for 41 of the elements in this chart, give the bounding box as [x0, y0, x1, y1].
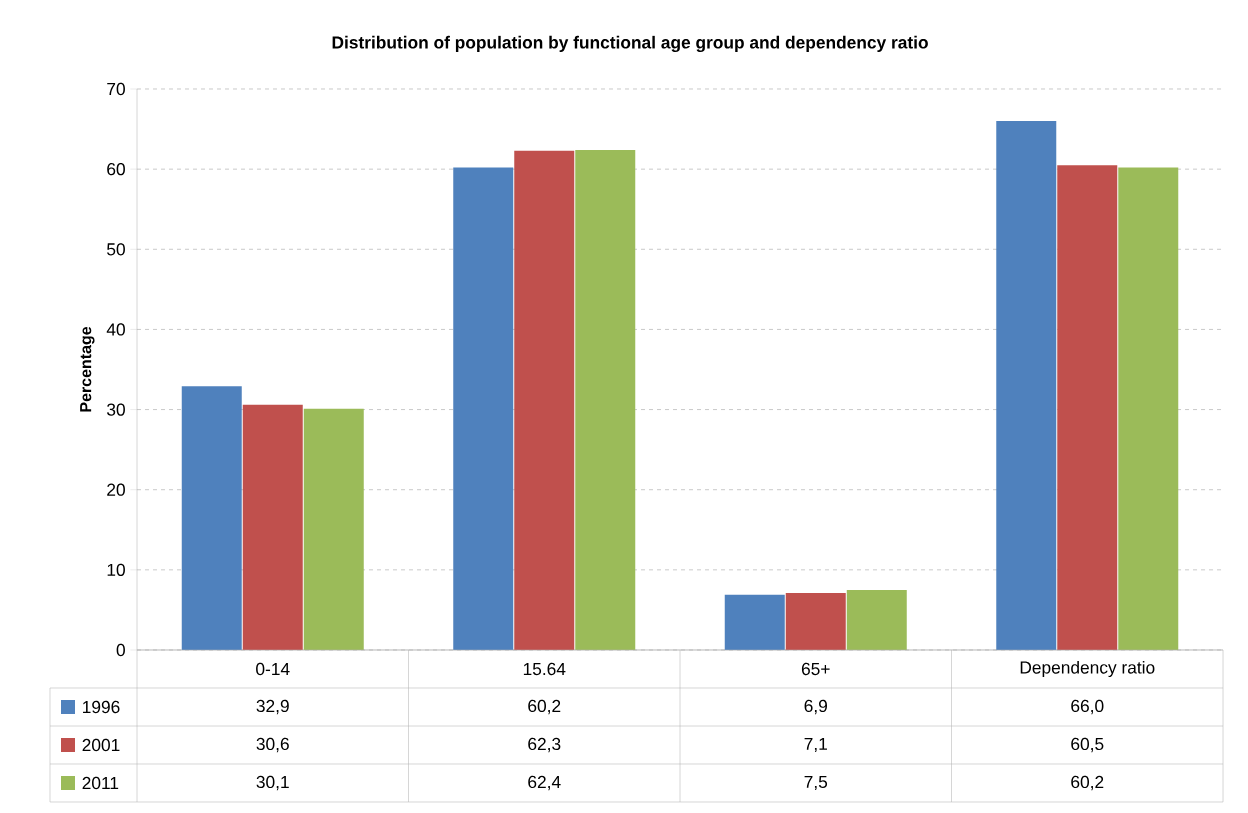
y-tick-label: 0: [116, 643, 125, 657]
y-tick-label: 10: [107, 563, 125, 576]
bar: [1057, 165, 1118, 650]
y-tick-label: 30: [107, 403, 125, 416]
bar: [1118, 167, 1179, 650]
chart-title: Distribution of population by functional age group and dependency ratio: [332, 35, 928, 53]
data-label: 62,4: [528, 775, 561, 791]
y-tick-label: 50: [107, 243, 125, 256]
bar: [242, 404, 303, 650]
legend-label: 1996: [83, 700, 120, 714]
y-axis-title: Percentage: [80, 326, 95, 412]
bar: [453, 167, 514, 650]
data-label: 32,9: [256, 699, 289, 715]
data-label: 60,2: [1071, 775, 1104, 791]
data-label: 30,6: [256, 737, 289, 753]
data-label: 6,9: [804, 699, 827, 715]
y-tick-label: 60: [107, 163, 125, 176]
bar: [181, 386, 242, 650]
data-label: 60,2: [528, 699, 561, 715]
bar: [724, 594, 785, 650]
x-tick-label: 0-14: [256, 662, 290, 676]
bar: [303, 408, 364, 650]
y-tick-label: 20: [107, 483, 125, 496]
bar: [514, 150, 575, 650]
data-label: 66,0: [1071, 699, 1104, 715]
x-tick-label: Dependency ratio: [1020, 660, 1155, 678]
y-tick-label: 70: [107, 82, 125, 96]
data-label: 7,5: [804, 775, 828, 791]
legend-label: 2001: [82, 738, 120, 752]
bar: [785, 593, 846, 650]
bar: [846, 589, 907, 650]
data-label: 7,1: [804, 737, 827, 753]
x-tick-label: 15.64: [523, 662, 566, 676]
data-label: 62,3: [528, 737, 561, 753]
data-label: 30,1: [256, 775, 289, 791]
y-tick-label: 40: [106, 323, 125, 336]
bar: [996, 121, 1057, 650]
data-label: 60,5: [1071, 737, 1104, 753]
bar: [575, 149, 636, 650]
x-tick-label: 65+: [801, 662, 830, 676]
legend-label: 2011: [82, 776, 119, 790]
